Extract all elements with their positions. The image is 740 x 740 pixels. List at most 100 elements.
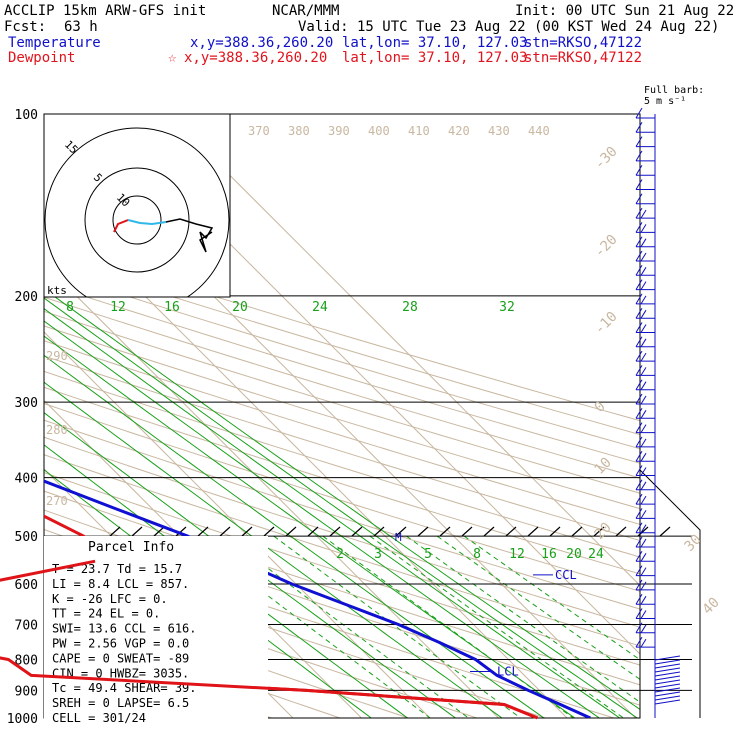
mixing-ratio-label: 2 (336, 547, 344, 562)
moist-adiabat (406, 535, 640, 703)
wind-barb-flag (635, 336, 643, 348)
wind-barb (635, 479, 655, 491)
lcl-marker: LCL (497, 665, 519, 679)
dry-adiabat (44, 310, 640, 494)
wind-barb (635, 522, 655, 534)
dry-adiabat (44, 386, 640, 575)
wind-barb-flag (640, 481, 647, 491)
theta-label: 270 (46, 494, 68, 508)
theta-label: 430 (488, 124, 510, 138)
wind-barb (635, 207, 655, 219)
isotherm (44, 331, 431, 718)
wind-barb-flag (640, 267, 647, 276)
mixing-ratio-label: 16 (164, 300, 180, 315)
wind-barb (635, 450, 655, 462)
hodograph-frame (43, 113, 231, 298)
parcel-info: Parcel Info T = 23.7 Td = 15.7LI = 8.4 LC… (0, 536, 539, 726)
moist-adiabat (437, 535, 640, 681)
wind-barb-flag (640, 567, 647, 576)
wind-barb-low (654, 699, 681, 705)
dewpoint-station: stn=RKSO,47122 (524, 50, 643, 66)
mixing-ratio-label: 5 (424, 547, 432, 562)
barb-legend-title: Full barb: (644, 85, 704, 96)
wind-barb-flag (640, 553, 647, 562)
wind-barb-flag (640, 224, 647, 233)
wind-barb-flag (640, 538, 647, 548)
wind-barb-low (654, 679, 681, 685)
wind-barb-flag (635, 279, 643, 290)
isotherm-label: 0 (592, 399, 609, 416)
wind-barb-flag (635, 422, 643, 433)
mixing-ratio-label: 28 (402, 300, 418, 315)
wind-barb-flag (635, 350, 643, 362)
hodograph-ring (112, 195, 162, 245)
freezing-hatch (439, 526, 451, 537)
wind-barb (635, 422, 655, 434)
freezing-hatch (175, 526, 187, 537)
freezing-hatch (307, 526, 319, 537)
dry-adiabat (44, 454, 640, 647)
isotherm-label: -20 (592, 232, 621, 261)
wind-barb (635, 150, 655, 162)
parcel-row: CIN = 0 HWBZ= 3035. (52, 666, 189, 680)
wind-barb-low (654, 675, 681, 681)
wind-barb-flag (635, 136, 643, 147)
wind-barb (635, 436, 655, 448)
wind-barb-flag (635, 593, 643, 605)
m-marker: M (395, 531, 402, 544)
wind-barb-flag (640, 495, 647, 505)
freezing-hatch (527, 526, 539, 537)
dry-adiabat (44, 419, 640, 610)
wind-barb-flag (635, 551, 643, 562)
wind-barb-flag (640, 624, 647, 634)
theta-label: 380 (288, 124, 310, 138)
pressure-tick-label: 300 (15, 396, 38, 411)
wind-barb-flag (640, 610, 647, 619)
wind-barb-flag (640, 467, 647, 476)
wind-barb-flag (640, 381, 647, 390)
wind-barb-flag (635, 479, 643, 491)
parcel-row: K = -26 LFC = 0. (52, 592, 168, 606)
wind-barb (635, 350, 655, 362)
wind-barb-flag (635, 179, 643, 190)
wind-barb-flag (640, 281, 647, 290)
wind-barb (635, 293, 655, 305)
isotherm-label: 30 (682, 532, 705, 555)
wind-barb-flag (635, 436, 643, 448)
wind-barb (635, 307, 655, 319)
wind-barb-flag (635, 450, 643, 462)
wind-barb-flag (635, 107, 643, 119)
dry-adiabat (44, 296, 640, 479)
freezing-hatch (417, 526, 429, 537)
wind-barbs (635, 107, 681, 718)
wind-barb-flag (635, 636, 643, 648)
wind-barb (635, 593, 655, 605)
wind-barb-flag (640, 367, 647, 376)
moist-adiabat (464, 535, 640, 661)
center-name: NCAR/MMM (272, 3, 340, 19)
wind-barb-flag (635, 307, 643, 319)
theta-label: 370 (248, 124, 270, 138)
wind-barb (635, 551, 655, 562)
wind-barb-flag (640, 595, 647, 605)
pressure-tick-label: 700 (15, 618, 38, 633)
freezing-hatch (373, 526, 385, 537)
wind-barb (635, 136, 655, 148)
wind-barb-flag (635, 465, 643, 476)
isotherm (44, 262, 499, 718)
wind-barb (635, 107, 655, 119)
temperature-station: stn=RKSO,47122 (524, 35, 643, 51)
wind-barb-flag (640, 638, 647, 648)
wind-barb-flag (640, 238, 647, 247)
pressure-tick-label: 500 (15, 530, 38, 545)
freezing-hatch (637, 526, 649, 537)
wind-barb-flag (640, 295, 647, 305)
wind-barb-flag (635, 393, 643, 405)
wind-barb-flag (635, 565, 643, 576)
barb-legend-unit: 5 m s⁻¹ (644, 96, 686, 107)
dry-adiabat (44, 569, 478, 718)
wind-barb (635, 250, 655, 262)
